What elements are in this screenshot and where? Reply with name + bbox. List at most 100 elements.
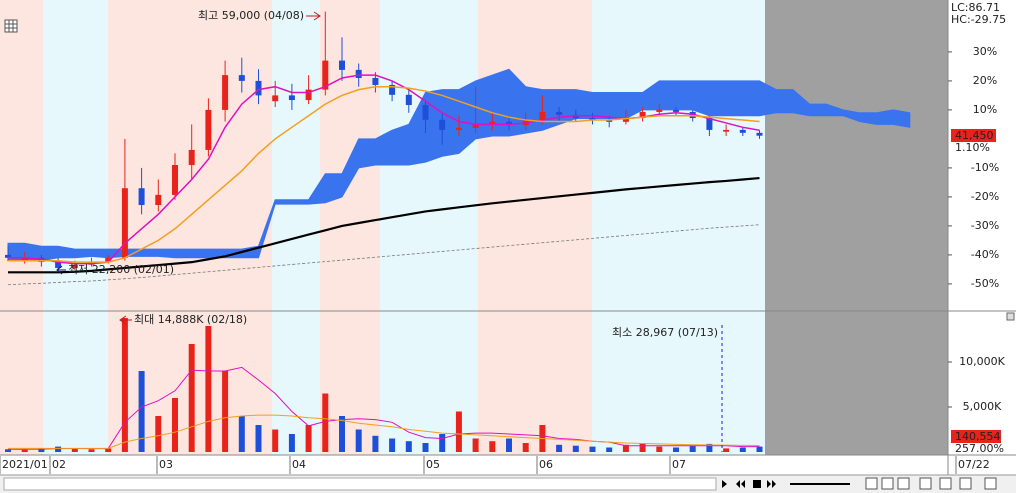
candle-body <box>155 194 162 206</box>
volume-bar <box>322 393 329 452</box>
candle-body <box>656 109 663 112</box>
x-tick-label: 04 <box>292 458 306 471</box>
y-tick-label: 5,000K <box>963 400 1002 413</box>
tool-icon[interactable] <box>919 477 932 490</box>
volume-bar <box>706 443 713 452</box>
y-tick-label: 10,000K <box>959 355 1005 368</box>
volume-bar <box>288 434 295 452</box>
volume-bar <box>55 446 62 452</box>
y-tick-label: -40% <box>971 248 999 261</box>
volume-bar <box>305 425 312 452</box>
candle-body <box>489 121 496 125</box>
candle-body <box>706 118 713 130</box>
candle-body <box>138 188 145 206</box>
candle-body <box>405 94 412 105</box>
volume-average <box>8 414 760 449</box>
volume-bar <box>572 445 579 452</box>
candle-body <box>739 129 746 133</box>
volume-bar <box>372 435 379 452</box>
volume-bar <box>506 438 512 452</box>
candle-body <box>21 257 28 261</box>
candle-body <box>205 109 212 150</box>
scrollbar[interactable] <box>3 477 717 491</box>
band <box>478 0 592 455</box>
candle-body <box>105 257 112 262</box>
tool-icon[interactable] <box>959 477 972 490</box>
price-tag: 41,450 <box>955 129 994 142</box>
volume-bar <box>155 416 162 452</box>
tool-icon[interactable] <box>865 477 878 490</box>
volume-bar <box>138 371 145 452</box>
candle-body <box>288 95 295 101</box>
volume-bar <box>21 449 28 452</box>
candle-body <box>172 165 178 195</box>
volume-bar <box>389 438 396 452</box>
volume-bar <box>172 398 178 452</box>
tool-icon[interactable] <box>984 477 997 490</box>
candle-body <box>5 254 11 258</box>
candle-body <box>589 118 596 120</box>
candle-body <box>222 75 229 110</box>
candle-body <box>55 261 62 268</box>
volume-average <box>8 366 760 450</box>
volume-bar <box>105 448 112 452</box>
tool-icon[interactable] <box>939 477 952 490</box>
candle-body <box>472 124 479 128</box>
candle-body <box>455 127 462 130</box>
candle-body <box>506 121 512 125</box>
y-tick-label: 10% <box>973 103 997 116</box>
y-tick-label: 20% <box>973 74 997 87</box>
volume-bar <box>472 438 479 452</box>
ichimoku-cloud <box>7 68 911 262</box>
play-button[interactable] <box>722 480 727 488</box>
volume-bar <box>88 449 95 452</box>
low-arrow <box>56 265 66 275</box>
x-tick-label: 07 <box>672 458 686 471</box>
forward-button[interactable] <box>767 480 776 488</box>
pane-button[interactable] <box>1006 312 1015 321</box>
change-tag: 1.10% <box>955 141 990 154</box>
volume-tag: 140,554 <box>955 430 1001 443</box>
candle-body <box>639 111 646 119</box>
indicator-lc: LC:86.71 <box>951 1 1000 14</box>
volume-bar <box>656 446 663 452</box>
candle-body <box>372 78 379 85</box>
candle-body <box>556 111 563 115</box>
rewind-button[interactable] <box>736 480 745 488</box>
toolbar-buttons <box>722 480 776 488</box>
volume-bar <box>38 448 45 452</box>
stop-button[interactable] <box>753 480 761 488</box>
low-annotation: 최저 22,200 (02/01) <box>68 263 174 276</box>
candle-body <box>305 89 312 101</box>
candle-body <box>389 84 396 95</box>
volume-bar <box>639 443 646 452</box>
candle-body <box>322 60 329 90</box>
candle-body <box>121 188 128 258</box>
volume-bar <box>71 448 78 452</box>
volume-bar <box>673 447 679 452</box>
y-tick-label: -20% <box>971 190 999 203</box>
volume-bar <box>556 444 563 452</box>
tool-icons <box>865 477 997 490</box>
candle-body <box>539 111 546 120</box>
candle-body <box>188 149 195 166</box>
volume-tag-bg <box>951 430 1001 443</box>
vol-min-annotation: 최소 28,967 (07/13) <box>612 326 718 339</box>
x-tick-label: 05 <box>426 458 440 471</box>
y-tick-label: -50% <box>971 277 999 290</box>
volume-bar <box>188 344 195 452</box>
table-icon[interactable] <box>4 19 18 33</box>
volume-bar <box>522 443 529 452</box>
volume-bar <box>255 425 262 452</box>
volume-bar <box>238 416 245 452</box>
candle-body <box>255 80 262 96</box>
volume-bar <box>439 434 446 452</box>
volume-bar <box>622 444 629 452</box>
candle-body <box>422 104 429 120</box>
tool-icon[interactable] <box>881 477 894 490</box>
volume-bar <box>606 447 613 452</box>
right-axis-bg <box>948 0 1016 475</box>
candle-body <box>622 118 629 122</box>
y-tick-label: -30% <box>971 219 999 232</box>
tool-icon[interactable] <box>897 477 910 490</box>
